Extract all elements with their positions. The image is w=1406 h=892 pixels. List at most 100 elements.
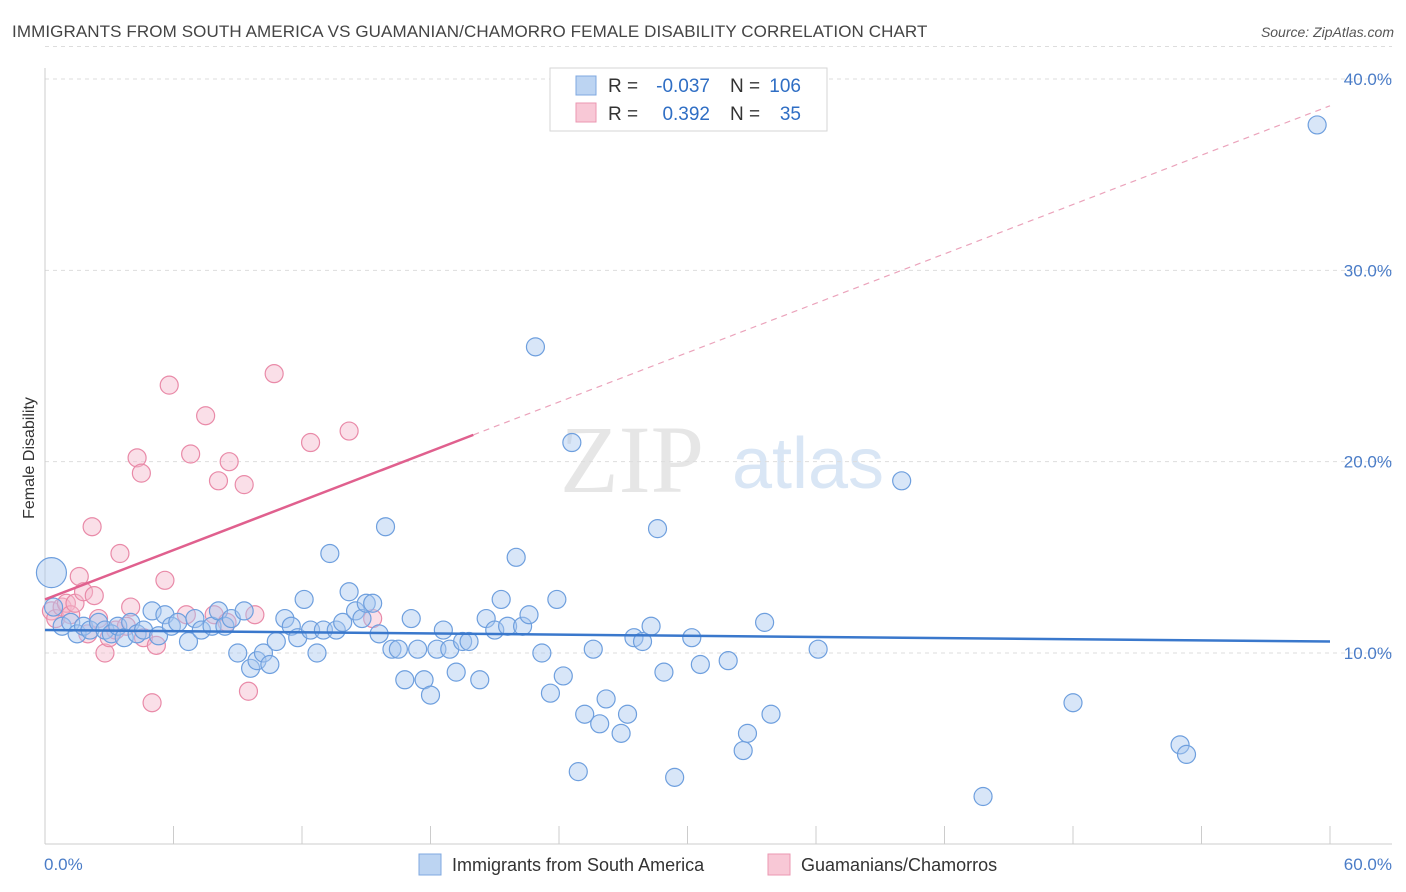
point-blue: [326, 620, 346, 640]
point-blue: [408, 639, 428, 659]
point-blue: [401, 608, 421, 629]
point-blue: [470, 670, 490, 690]
point-blue: [320, 543, 340, 564]
point-blue: [682, 628, 702, 648]
point-blue: [973, 786, 993, 807]
point-blue: [228, 643, 248, 663]
point-blue: [632, 631, 653, 652]
point-blue: [339, 582, 359, 602]
source-label: Source: ZipAtlas.com: [1260, 24, 1394, 40]
legend-n-value-2: 35: [780, 104, 801, 125]
point-blue: [168, 612, 188, 632]
point-pink: [159, 375, 179, 395]
point-pink: [95, 643, 115, 663]
point-blue: [519, 605, 539, 625]
point-blue: [583, 639, 603, 659]
point-blue: [808, 639, 828, 659]
point-blue: [43, 597, 64, 617]
point-blue: [345, 601, 366, 621]
point-blue: [395, 670, 415, 690]
point-blue: [260, 654, 280, 675]
point-pink: [155, 570, 175, 590]
point-blue: [617, 704, 638, 724]
bottom-legend: Immigrants from South America Guamanians…: [418, 853, 997, 876]
point-blue: [459, 631, 479, 652]
point-blue: [281, 616, 301, 636]
point-blue: [388, 639, 408, 659]
point-blue: [596, 689, 616, 709]
point-pink: [46, 608, 66, 629]
point-pink: [121, 597, 141, 617]
point-blue: [266, 631, 286, 652]
point-blue: [253, 643, 274, 663]
x-tick-label-max: 60.0%: [1344, 855, 1392, 874]
point-pink: [245, 605, 265, 625]
point-blue: [718, 651, 738, 671]
point-blue: [1170, 735, 1190, 755]
point-blue: [525, 337, 546, 357]
data-points: [35, 115, 1327, 807]
point-blue: [568, 762, 588, 782]
point-blue: [433, 620, 453, 640]
point-pink: [131, 463, 151, 483]
legend-r-label-1: R =: [608, 76, 638, 97]
point-pink: [300, 432, 321, 453]
point-pink: [82, 517, 102, 537]
point-pink: [238, 681, 259, 701]
point-blue: [540, 683, 561, 703]
point-blue: [382, 639, 402, 659]
point-pink: [339, 421, 359, 441]
point-blue: [333, 612, 353, 632]
grid-lines: [45, 45, 1392, 654]
bottom-legend-label-2: Guamanians/Chamorros: [801, 855, 997, 875]
trend-line-blue: [44, 628, 1331, 643]
point-blue: [1176, 744, 1197, 765]
y-tick-label: 30.0%: [1344, 261, 1392, 280]
bottom-legend-swatch-blue: [418, 853, 442, 876]
point-pink: [84, 585, 104, 606]
point-pink: [196, 406, 216, 426]
point-pink: [127, 448, 147, 468]
point-pink: [110, 543, 130, 564]
point-blue: [761, 704, 781, 724]
point-blue: [453, 631, 473, 652]
legend-n-label-2: N =: [730, 104, 760, 125]
point-blue: [547, 589, 567, 610]
point-blue: [307, 643, 327, 663]
point-blue: [420, 685, 441, 705]
legend-r-value-1: -0.037: [656, 76, 710, 97]
point-blue: [234, 601, 254, 621]
legend-swatch-blue: [575, 75, 597, 96]
point-blue: [446, 662, 466, 682]
trend-line-pink-extension: [473, 105, 1331, 436]
point-pink: [208, 471, 229, 491]
point-blue: [892, 471, 912, 491]
axes: 10.0% 20.0% 30.0% 40.0%: [44, 68, 1392, 845]
point-blue: [191, 620, 211, 640]
point-blue: [247, 651, 267, 671]
y-axis-label: Female Disability: [21, 397, 38, 519]
point-blue: [185, 608, 205, 629]
point-blue: [754, 612, 775, 632]
point-blue: [506, 547, 526, 567]
legend-n-label-1: N =: [730, 76, 760, 97]
watermark-zip: ZIP: [560, 406, 704, 513]
point-blue: [641, 616, 661, 636]
legend: R = -0.037 N = 106 R = 0.392 N = 35: [549, 67, 828, 132]
trend-lines: [44, 105, 1331, 643]
legend-swatch-pink: [575, 102, 597, 123]
y-tick-label: 40.0%: [1344, 70, 1392, 89]
legend-r-label-2: R =: [608, 104, 638, 125]
point-blue: [647, 519, 668, 539]
point-blue: [737, 723, 758, 743]
point-blue: [363, 593, 383, 613]
point-pink: [142, 693, 162, 713]
bottom-legend-swatch-pink: [767, 853, 791, 876]
point-blue: [1307, 115, 1327, 135]
watermark-atlas: atlas: [732, 424, 884, 504]
point-blue: [553, 666, 573, 686]
point-blue: [491, 589, 511, 610]
point-blue: [590, 714, 610, 734]
point-blue: [611, 723, 631, 743]
